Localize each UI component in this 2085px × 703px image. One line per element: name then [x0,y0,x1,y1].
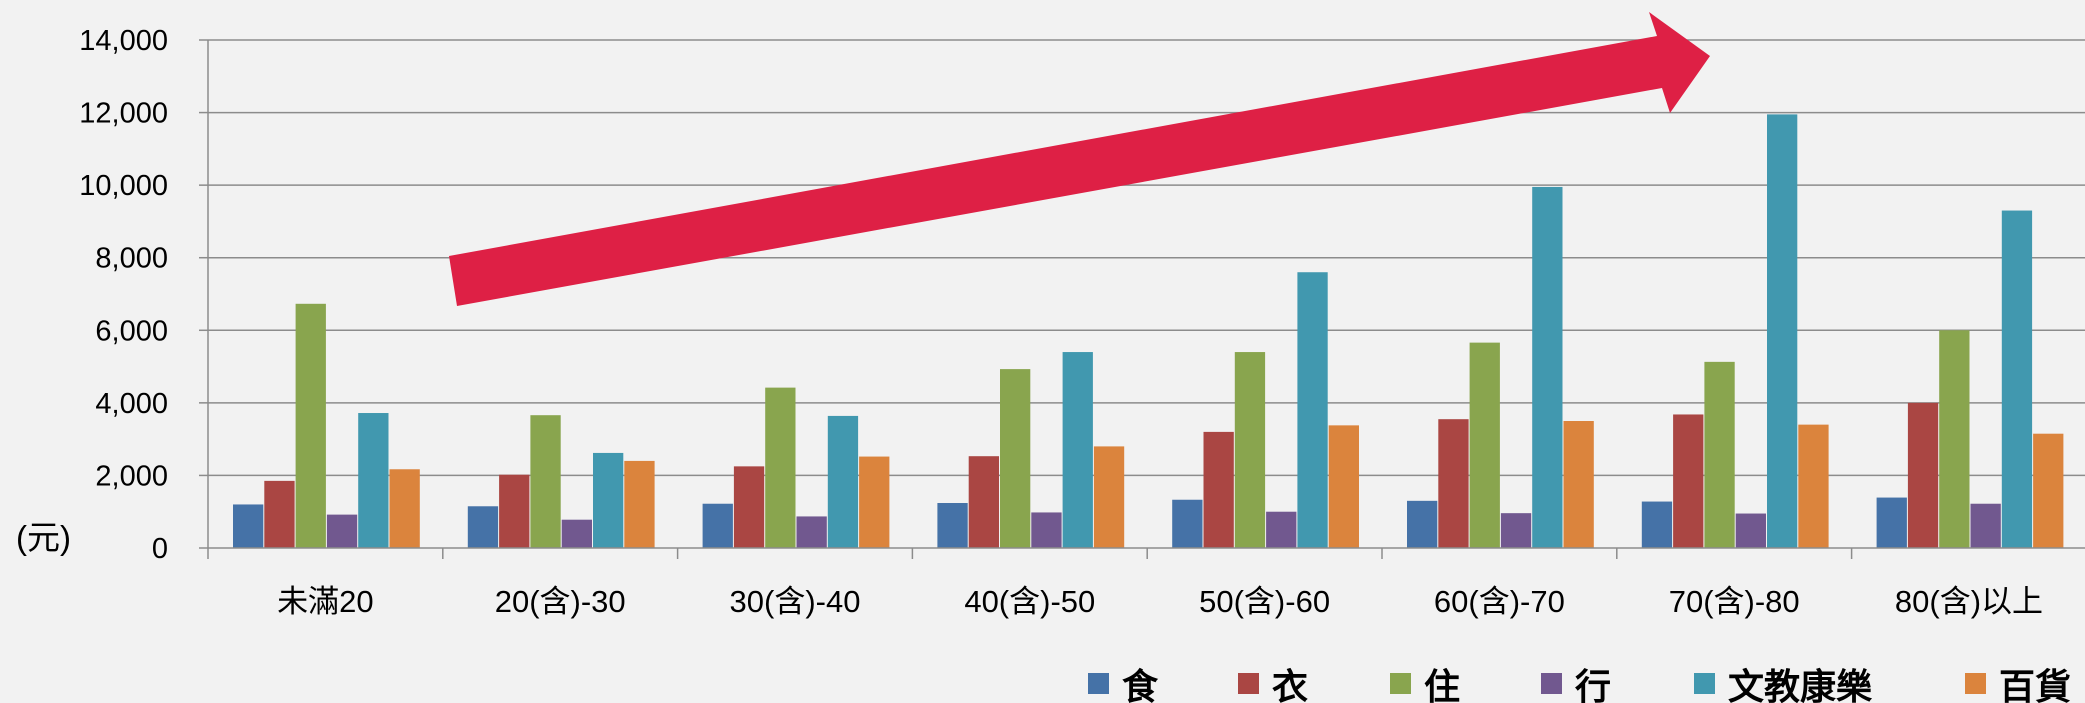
bar [295,303,326,548]
bar [1234,352,1266,548]
bar [1438,419,1469,548]
x-category-label: 30(含)-40 [730,584,861,619]
bar [1939,330,1970,548]
bar [859,456,890,548]
legend-label: 百貨 [1999,666,2071,703]
bar [968,456,999,548]
bar [1970,503,2001,548]
legend-swatch [1694,673,1715,694]
bar [733,466,765,548]
legend-swatch [1238,673,1259,694]
x-category-label: 70(含)-80 [1669,584,1800,619]
bar [1407,500,1438,548]
y-axis-tick-labels: 0 2,000 4,000 6,000 8,000 10,000 12,000 14,000 [79,25,168,565]
bar [1876,497,1907,548]
bar [1735,513,1766,548]
y-tick-label: 2,000 [95,460,168,492]
bar [827,415,859,548]
x-category-label: 60(含)-70 [1434,584,1565,619]
bar [1767,114,1798,548]
bar [1469,342,1500,548]
legend-label: 食 [1122,666,1159,703]
bar [1266,511,1297,548]
bar [796,516,827,548]
y-tick-label: 8,000 [95,243,168,275]
bar [1172,499,1203,548]
bar [1297,272,1328,548]
bar [1000,369,1031,548]
legend-label: 文教康樂 [1728,666,1873,703]
y-tick-label: 4,000 [95,388,168,420]
y-tick-label: 10,000 [79,170,168,202]
bar [593,452,624,548]
bar [1203,431,1234,548]
bar [1093,446,1125,548]
bar [1031,512,1062,548]
y-tick-label: 14,000 [79,25,168,57]
bar [1641,501,1673,548]
legend-swatch [1088,673,1109,694]
legend-item: 行 [1541,666,1611,703]
bar [561,519,592,548]
bar [1704,361,1735,548]
bar [467,506,499,548]
bar [1062,352,1093,548]
legend-swatch [1541,673,1562,694]
bar [530,415,561,548]
x-category-label: 40(含)-50 [964,584,1095,619]
bar [1798,424,1829,548]
bar [2033,433,2064,548]
bar [1563,421,1594,548]
bar [2001,210,2033,549]
trend-arrow-annotation [449,12,1710,306]
x-category-label: 50(含)-60 [1199,584,1330,619]
bar-marks [233,114,2064,549]
x-axis-category-labels: 未滿20 20(含)-30 30(含)-40 40(含)-50 50(含)-60 60(含… [277,584,2043,619]
legend-item: 住 [1390,666,1460,703]
legend-item: 百貨 [1965,666,2071,703]
bar [389,469,420,548]
bar [358,413,389,548]
x-category-label: 未滿20 [277,584,373,619]
legend: 食 衣 住 行 文教康樂 百貨 [1088,666,2071,703]
bar [1907,402,1939,548]
legend-item: 文教康樂 [1694,666,1873,703]
x-axis [207,40,2085,559]
bar [765,387,796,548]
y-tick-label: 6,000 [95,315,168,347]
y-axis-unit-label: (元) [16,519,71,556]
bar [1328,425,1359,548]
bar [624,460,655,548]
legend-item: 食 [1088,666,1159,703]
y-tick-label: 0 [152,533,168,565]
legend-swatch [1965,673,1986,694]
bar [937,503,968,548]
bar [233,504,264,548]
bar [1500,513,1532,548]
x-category-label: 20(含)-30 [495,584,626,619]
bar [326,514,358,548]
legend-label: 衣 [1272,666,1308,703]
bar [1532,186,1563,548]
legend-item: 衣 [1238,666,1308,703]
legend-label: 住 [1424,666,1460,703]
bar [499,474,530,548]
bar [1673,414,1704,548]
y-tick-label: 12,000 [79,98,168,130]
bar [702,503,733,548]
legend-swatch [1390,673,1411,694]
bar [264,480,295,548]
x-category-label: 80(含)以上 [1895,584,2043,619]
legend-label: 行 [1575,666,1611,703]
